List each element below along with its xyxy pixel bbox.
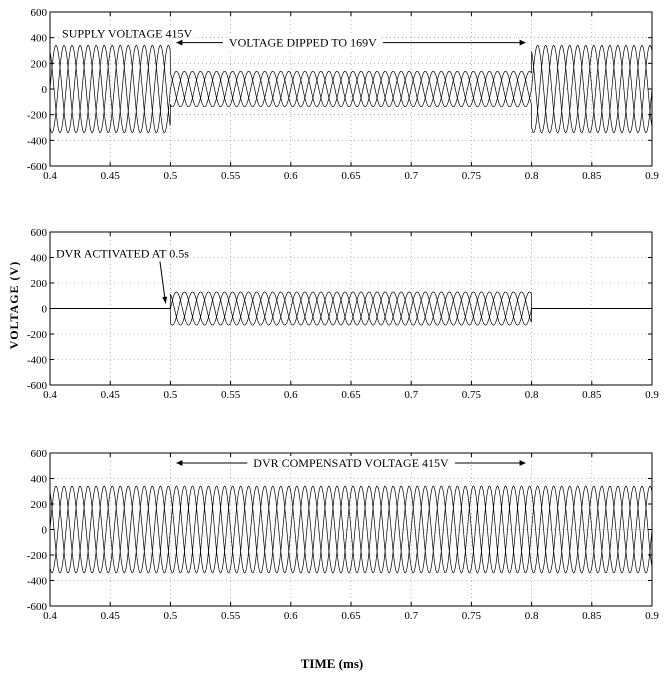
x-tick-label: 0.8 <box>525 610 539 622</box>
y-tick-label: 400 <box>31 253 48 265</box>
x-tick-label: 0.5 <box>164 170 178 182</box>
x-tick-label: 0.45 <box>101 170 121 182</box>
x-tick-label: 0.4 <box>43 389 57 401</box>
annotation-label: VOLTAGE DIPPED TO 169V <box>229 36 377 50</box>
x-tick-label: 0.8 <box>525 170 539 182</box>
annotation-label: DVR COMPENSATD VOLTAGE 415V <box>253 456 449 470</box>
waveform-dvr_injected <box>50 291 652 326</box>
x-tick-label: 0.5 <box>164 610 178 622</box>
annotation-label: DVR ACTIVATED AT 0.5s <box>56 247 189 261</box>
x-tick-label: 0.85 <box>582 170 602 182</box>
x-tick-label: 0.65 <box>341 170 361 182</box>
x-tick-label: 0.65 <box>341 610 361 622</box>
x-tick-label: 0.85 <box>582 610 602 622</box>
y-tick-label: 0 <box>42 84 48 96</box>
annotation-background <box>54 246 192 261</box>
x-tick-label: 0.4 <box>43 610 57 622</box>
x-tick-label: 0.9 <box>645 610 659 622</box>
x-tick-label: 0.7 <box>404 610 418 622</box>
annotation-arrow <box>159 261 167 304</box>
y-tick-label: 0 <box>42 525 48 537</box>
x-tick-label: 0.4 <box>43 170 57 182</box>
y-tick-label: -600 <box>27 380 48 392</box>
arrowhead <box>162 296 168 304</box>
x-tick-label: 0.9 <box>645 170 659 182</box>
series-phase-1 <box>50 485 652 574</box>
panels: 0.4 0.45 0.5 0.55 0.6 0.65 0.7 0.75 0.8 0.85 0.9 60… <box>27 7 660 622</box>
series-phase-3 <box>50 291 652 326</box>
y-tick-label: 200 <box>31 58 48 70</box>
x-tick-label: 0.55 <box>221 389 241 401</box>
x-tick-label: 0.7 <box>404 170 418 182</box>
x-tick-label: 0.6 <box>284 389 298 401</box>
y-tick-label: -200 <box>27 329 48 341</box>
x-tick-label: 0.6 <box>284 610 298 622</box>
x-tick-label: 0.75 <box>462 170 482 182</box>
y-tick-label: -200 <box>27 110 48 122</box>
chart-panel-load: 0.4 0.45 0.5 0.55 0.6 0.65 0.7 0.75 0.8 0.85 0.9 60… <box>27 448 660 622</box>
x-tick-label: 0.75 <box>462 610 482 622</box>
waveform-load <box>50 485 652 574</box>
y-tick-label: -400 <box>27 355 48 367</box>
annotation-background <box>226 35 380 50</box>
y-tick-label: 400 <box>31 33 48 45</box>
chart-panel-supply: 0.4 0.45 0.5 0.55 0.6 0.65 0.7 0.75 0.8 0.85 0.9 60… <box>27 7 660 182</box>
arrowhead-left <box>176 39 183 46</box>
series-phase-3 <box>50 45 652 133</box>
y-tick-label: 600 <box>31 227 48 239</box>
annotation-label: SUPPLY VOLTAGE 415V <box>62 27 192 41</box>
x-tick-label: 0.45 <box>101 389 121 401</box>
x-tick-label: 0.55 <box>221 610 241 622</box>
y-tick-label: -600 <box>27 601 48 613</box>
x-tick-label: 0.7 <box>404 389 418 401</box>
arrowhead-right <box>519 39 526 46</box>
y-tick-label: 0 <box>42 304 48 316</box>
x-axis-label: TIME (ms) <box>301 656 363 671</box>
y-tick-label: -600 <box>27 161 48 173</box>
x-tick-label: 0.65 <box>341 389 361 401</box>
y-tick-label: 600 <box>31 448 48 460</box>
annotation-background <box>251 456 452 471</box>
y-tick-label: 200 <box>31 278 48 290</box>
arrowhead-right <box>519 460 526 467</box>
series-phase-1 <box>50 45 652 133</box>
annotation-background <box>60 26 195 41</box>
x-tick-label: 0.75 <box>462 389 482 401</box>
x-tick-label: 0.55 <box>221 170 241 182</box>
y-tick-label: -400 <box>27 135 48 147</box>
waveform-supply <box>50 45 652 133</box>
x-tick-label: 0.5 <box>164 389 178 401</box>
chart-panel-dvr_injected: 0.4 0.45 0.5 0.55 0.6 0.65 0.7 0.75 0.8 0.85 0.9 60… <box>27 227 660 401</box>
arrowhead-left <box>176 460 183 467</box>
y-tick-label: 200 <box>31 499 48 511</box>
y-tick-label: -400 <box>27 576 48 588</box>
x-tick-label: 0.9 <box>645 389 659 401</box>
x-tick-label: 0.45 <box>101 610 121 622</box>
y-tick-label: 400 <box>31 474 48 486</box>
y-tick-label: 600 <box>31 7 48 19</box>
series-phase-2 <box>50 45 652 133</box>
series-phase-3 <box>50 485 652 574</box>
x-tick-label: 0.8 <box>525 389 539 401</box>
y-tick-label: -200 <box>27 550 48 562</box>
y-axis-label: VOLTAGE (V) <box>7 261 21 349</box>
x-tick-label: 0.6 <box>284 170 298 182</box>
series-phase-2 <box>50 485 652 574</box>
x-tick-label: 0.85 <box>582 389 602 401</box>
